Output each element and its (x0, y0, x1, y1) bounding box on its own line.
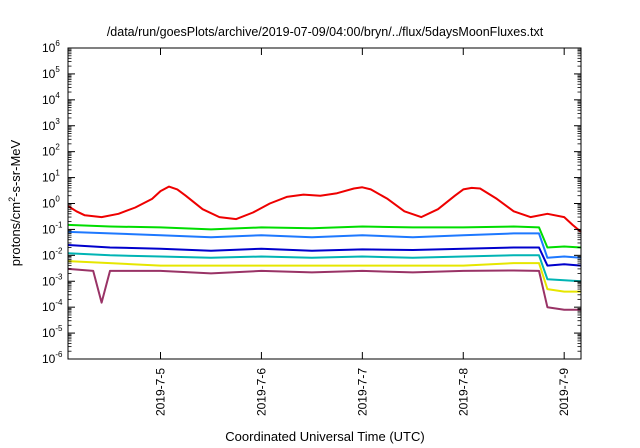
y-tick-label: 10-5 (42, 324, 63, 340)
y-tick-label-base: 10 (42, 300, 56, 314)
y-tick-label-base: 10 (42, 274, 56, 288)
y-tick-label: 103 (42, 117, 60, 133)
y-tick-label-exponent: -5 (55, 324, 63, 333)
x-axis-tick-labels: 2019-7-5 2019-7-6 2019-7-7 2019-7-8 2019-7-9 (154, 368, 572, 416)
y-tick-label-exponent: 1 (55, 169, 60, 178)
y-tick-label-base: 10 (42, 326, 56, 340)
y-tick-label-base: 10 (42, 352, 56, 366)
y-tick-label: 100 (42, 195, 60, 211)
y-tick-label-base: 10 (42, 41, 56, 55)
y-tick-label: 101 (42, 169, 60, 185)
y-tick-label: 10-4 (42, 298, 63, 314)
axis-ticks (68, 47, 581, 360)
y-tick-label-base: 10 (42, 119, 56, 133)
y-tick-label-exponent: 2 (55, 143, 60, 152)
y-tick-label-exponent: -3 (55, 272, 63, 281)
series-line-7 (67, 267, 581, 311)
series-line-6 (67, 260, 581, 293)
y-tick-label-base: 10 (42, 67, 56, 81)
x-tick-label: 2019-7-5 (154, 368, 168, 416)
y-axis-title: protons/cm2-s-sr-MeV (7, 139, 23, 266)
x-tick-label: 2019-7-9 (557, 368, 571, 416)
series-line-3 (67, 230, 582, 259)
y-axis-tick-labels: 10-610-510-410-310-210-11001011021031041… (42, 39, 63, 366)
y-tick-label: 10-6 (42, 350, 63, 366)
y-tick-label: 10-2 (42, 246, 63, 262)
chart-title: /data/run/goesPlots/archive/2019-07-09/0… (107, 25, 544, 39)
plot-series (67, 185, 582, 311)
y-tick-label: 10-3 (42, 272, 63, 288)
series-line-1 (67, 185, 582, 233)
y-axis-title-base: protons/cm (8, 202, 23, 266)
y-tick-label: 105 (42, 65, 60, 81)
y-tick-label-exponent: -1 (55, 220, 63, 229)
y-axis-title-unit: -s-sr-MeV (8, 139, 23, 196)
y-tick-label-base: 10 (42, 248, 56, 262)
y-tick-label-base: 10 (42, 145, 56, 159)
y-tick-label: 104 (42, 91, 60, 107)
x-tick-label: 2019-7-8 (456, 368, 470, 416)
y-tick-label-base: 10 (42, 93, 56, 107)
y-tick-label-exponent: 3 (55, 117, 60, 126)
series-line-2 (67, 223, 582, 249)
y-tick-label-exponent: 6 (55, 39, 60, 48)
y-tick-label-base: 10 (42, 197, 56, 211)
x-tick-label: 2019-7-6 (254, 368, 268, 416)
x-axis-title: Coordinated Universal Time (UTC) (225, 429, 424, 444)
y-tick-label-exponent: 5 (55, 65, 60, 74)
y-tick-label-exponent: -6 (55, 350, 63, 359)
series-line-4 (67, 244, 582, 267)
y-tick-label-exponent: 4 (55, 91, 60, 100)
y-tick-label: 10-1 (42, 220, 63, 236)
y-axis-title-superscript: 2 (7, 197, 17, 202)
y-tick-label-exponent: -2 (55, 246, 63, 255)
y-tick-label-base: 10 (42, 171, 56, 185)
y-tick-label-base: 10 (42, 222, 56, 236)
y-tick-label: 106 (42, 39, 60, 55)
series-line-5 (67, 252, 582, 283)
y-tick-label-exponent: 0 (55, 195, 60, 204)
x-tick-label: 2019-7-7 (355, 368, 369, 416)
y-tick-label: 102 (42, 143, 60, 159)
y-tick-label-exponent: -4 (55, 298, 63, 307)
